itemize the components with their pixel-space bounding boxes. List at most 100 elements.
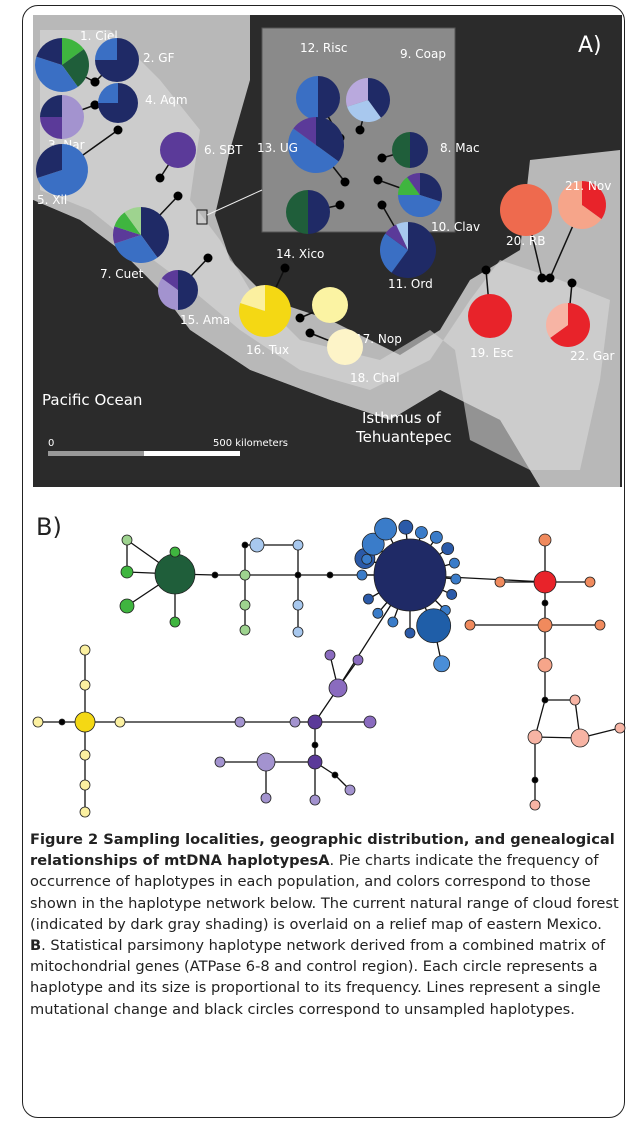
haplotype [80,780,90,790]
haplotype [115,717,125,727]
haplotype-network [33,518,625,817]
site-dot [336,201,345,210]
caption-label: B [30,937,41,954]
haplotype [542,600,548,606]
pie-slice [468,294,512,338]
haplotype [120,599,134,613]
haplotype [353,655,363,665]
locality-label: 10. Clav [431,220,480,234]
page: A) Pacific Ocean Isthmus of Tehuantepec … [0,0,632,1127]
site-dot [281,264,290,273]
haplotype [447,589,457,599]
haplotype [329,679,347,697]
site-dot [378,201,387,210]
haplotype [451,574,461,584]
haplotype [293,600,303,610]
site-dot [306,329,315,338]
site-dot [91,78,100,87]
haplotype [293,627,303,637]
haplotype [415,526,427,538]
haplotype [325,650,335,660]
haplotype [295,572,301,578]
haplotype [528,730,542,744]
haplotype [534,571,556,593]
site-dot [546,274,555,283]
site-dot [482,266,491,275]
haplotype [80,680,90,690]
locality-label: 4. Aqm [145,93,188,107]
haplotype [345,785,355,795]
locality-label: 11. Ord [388,277,433,291]
haplotype [585,577,595,587]
haplotype [405,628,415,638]
place-label: Pacific Ocean [42,391,142,409]
haplotype [539,534,551,546]
place-label: Isthmus of [362,409,442,427]
haplotype [235,717,245,727]
haplotype [80,645,90,655]
haplotype [595,620,605,630]
site-dot [156,174,165,183]
locality-label: 15. Ama [180,313,230,327]
locality-label: 7. Cuet [100,267,144,281]
haplotype [240,600,250,610]
pie-slice [500,184,552,236]
haplotype [80,807,90,817]
haplotype [121,566,133,578]
haplotype [261,793,271,803]
pie-slice [327,329,363,365]
locality-label: 2. GF [143,51,175,65]
haplotype [399,520,413,534]
locality-label: 18. Chal [350,371,400,385]
haplotype [75,712,95,732]
caption: Figure 2 Sampling localities, geographic… [30,829,620,1020]
pie-slice [160,132,196,168]
scale-bar [144,451,240,456]
site-dot [374,176,383,185]
site-dot [538,274,547,283]
haplotype [215,757,225,767]
pie-slice [312,287,348,323]
haplotype [388,617,398,627]
site-dot [568,279,577,288]
site-dot [356,126,365,135]
haplotype [308,715,322,729]
locality-label: 9. Coap [400,47,446,61]
haplotype [357,570,367,580]
haplotype [327,572,333,578]
haplotype [308,755,322,769]
haplotype [442,543,454,555]
site-dot [174,192,183,201]
locality-label: 5. Xil [37,193,67,207]
haplotype [465,620,475,630]
haplotype [122,535,132,545]
scale-label: 500 kilometers [213,438,288,449]
haplotype [449,558,459,568]
haplotype [417,609,451,643]
haplotype [257,753,275,771]
haplotype [240,625,250,635]
haplotype [242,542,248,548]
locality-label: 12. Risc [300,41,347,55]
haplotype [364,716,376,728]
locality-label: 19. Esc [470,346,513,360]
haplotype [212,572,218,578]
haplotype [290,717,300,727]
haplotype [373,608,383,618]
site-dot [204,254,213,263]
haplotype [495,577,505,587]
scale-bar [48,451,144,456]
site-dot [296,314,305,323]
locality-label: 6. SBT [204,143,243,157]
locality-label: 22. Gar [570,349,615,363]
haplotype [310,795,320,805]
haplotype [33,717,43,727]
haplotype [312,742,318,748]
haplotype [571,729,589,747]
place-label: Tehuantepec [355,428,452,446]
locality-label: 20. RB [506,234,545,248]
haplotype [530,800,540,810]
locality-label: 16. Tux [246,343,289,357]
locality-label: 21. Nov [565,179,611,193]
haplotype [293,540,303,550]
